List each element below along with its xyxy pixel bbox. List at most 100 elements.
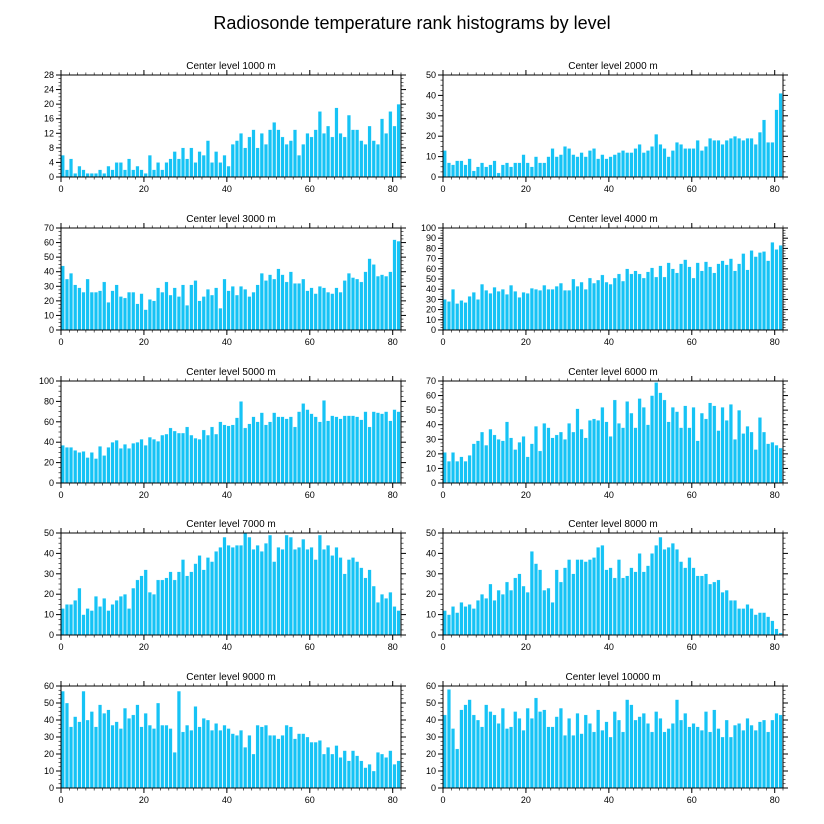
histogram-bar bbox=[525, 456, 530, 484]
histogram-bar bbox=[691, 407, 696, 484]
histogram-bar bbox=[371, 585, 376, 636]
histogram-bar bbox=[305, 409, 310, 484]
histogram-bar bbox=[114, 440, 119, 484]
histogram-bar bbox=[297, 154, 302, 178]
histogram-bar bbox=[476, 440, 480, 484]
panel-title: Center level 10000 m bbox=[565, 672, 660, 683]
histogram-bar bbox=[558, 707, 563, 789]
histogram-bar bbox=[633, 571, 638, 636]
histogram-bar bbox=[596, 547, 601, 636]
histogram-bar bbox=[210, 561, 214, 636]
histogram-bar bbox=[592, 148, 596, 178]
x-tick-label: 40 bbox=[604, 642, 614, 652]
histogram-bar bbox=[131, 443, 136, 484]
histogram-bar bbox=[98, 446, 103, 484]
histogram-bar bbox=[69, 158, 73, 178]
histogram-bar bbox=[392, 239, 397, 331]
histogram-bar bbox=[168, 728, 173, 789]
histogram-bar bbox=[214, 551, 219, 636]
y-tick-label: 90 bbox=[426, 233, 436, 243]
histogram-bar bbox=[575, 285, 580, 331]
histogram-bar bbox=[338, 418, 343, 484]
histogram-bar bbox=[687, 148, 692, 178]
histogram-bar bbox=[176, 432, 181, 484]
histogram-bar bbox=[695, 140, 700, 178]
histogram-bar bbox=[604, 421, 609, 484]
histogram-bar bbox=[160, 579, 165, 636]
histogram-bar bbox=[617, 559, 621, 636]
histogram-bar bbox=[375, 752, 380, 789]
histogram-bar bbox=[176, 690, 181, 789]
histogram-bar bbox=[205, 140, 210, 178]
histogram-bar bbox=[218, 547, 223, 636]
histogram-bar bbox=[239, 730, 243, 789]
x-tick-label: 0 bbox=[58, 337, 63, 347]
histogram-bar bbox=[550, 602, 555, 636]
histogram-bar bbox=[65, 447, 69, 484]
histogram-bar bbox=[152, 594, 156, 636]
histogram-bar bbox=[455, 612, 460, 636]
histogram-bar bbox=[147, 154, 152, 178]
histogram-bar bbox=[193, 437, 198, 484]
histogram-bar bbox=[641, 152, 646, 178]
histogram-bar bbox=[633, 427, 638, 484]
histogram-bar bbox=[73, 600, 78, 636]
histogram-bar bbox=[550, 437, 555, 484]
x-tick-label: 20 bbox=[521, 795, 531, 805]
y-tick-label: 20 bbox=[426, 305, 436, 315]
histogram-bar bbox=[708, 731, 713, 789]
histogram-bar bbox=[633, 719, 638, 789]
histogram-bar bbox=[737, 723, 742, 789]
x-tick-label: 20 bbox=[139, 184, 149, 194]
histogram-bar bbox=[123, 444, 127, 484]
histogram-bar bbox=[388, 592, 393, 636]
histogram-bar bbox=[259, 273, 264, 331]
histogram-bar bbox=[326, 420, 331, 484]
histogram-bar bbox=[127, 718, 132, 789]
x-tick-label: 20 bbox=[521, 337, 531, 347]
histogram-bar bbox=[230, 547, 235, 636]
histogram-bar bbox=[745, 138, 750, 178]
histogram-bar bbox=[334, 547, 339, 636]
x-tick-label: 0 bbox=[440, 337, 445, 347]
histogram-bar bbox=[89, 610, 94, 636]
y-tick-label: 70 bbox=[426, 254, 436, 264]
histogram-bar bbox=[658, 392, 663, 484]
histogram-bar bbox=[205, 289, 210, 331]
histogram-bar bbox=[650, 267, 655, 331]
histogram-bar bbox=[550, 726, 555, 789]
histogram-bar bbox=[650, 146, 655, 178]
histogram-bar bbox=[446, 460, 451, 484]
histogram-bar bbox=[446, 614, 451, 636]
histogram-bar bbox=[342, 415, 347, 484]
figure-title: Radiosonde temperature rank histograms b… bbox=[213, 13, 610, 33]
histogram-bar bbox=[218, 307, 223, 331]
x-tick-label: 20 bbox=[139, 642, 149, 652]
histogram-bar bbox=[268, 421, 273, 484]
histogram-bar bbox=[367, 569, 372, 636]
histogram-bar bbox=[156, 579, 161, 636]
histogram-bar bbox=[317, 286, 322, 331]
histogram-bar bbox=[201, 718, 206, 789]
histogram-bar bbox=[704, 418, 708, 484]
histogram-bar bbox=[679, 719, 684, 789]
histogram-bar bbox=[81, 451, 86, 484]
histogram-bar bbox=[73, 173, 78, 178]
histogram-bar bbox=[69, 604, 73, 636]
histogram-bar bbox=[650, 395, 655, 484]
histogram-bar bbox=[583, 156, 588, 178]
histogram-bar bbox=[521, 585, 526, 636]
histogram-bar bbox=[558, 282, 563, 331]
histogram-panel-1: Center level 1000 m 0 20 40 60 80 0 4 8 12 16 20 24 2… bbox=[44, 61, 406, 194]
histogram-bar bbox=[288, 726, 293, 789]
histogram-bar bbox=[181, 432, 185, 484]
y-tick-label: 100 bbox=[421, 223, 436, 233]
histogram-bar bbox=[152, 728, 156, 789]
histogram-bar bbox=[583, 289, 588, 331]
histogram-bar bbox=[608, 283, 613, 331]
histogram-bar bbox=[679, 144, 684, 178]
x-tick-label: 20 bbox=[521, 642, 531, 652]
histogram-bar bbox=[728, 138, 733, 178]
histogram-bar bbox=[288, 536, 293, 636]
histogram-bar bbox=[675, 549, 679, 636]
